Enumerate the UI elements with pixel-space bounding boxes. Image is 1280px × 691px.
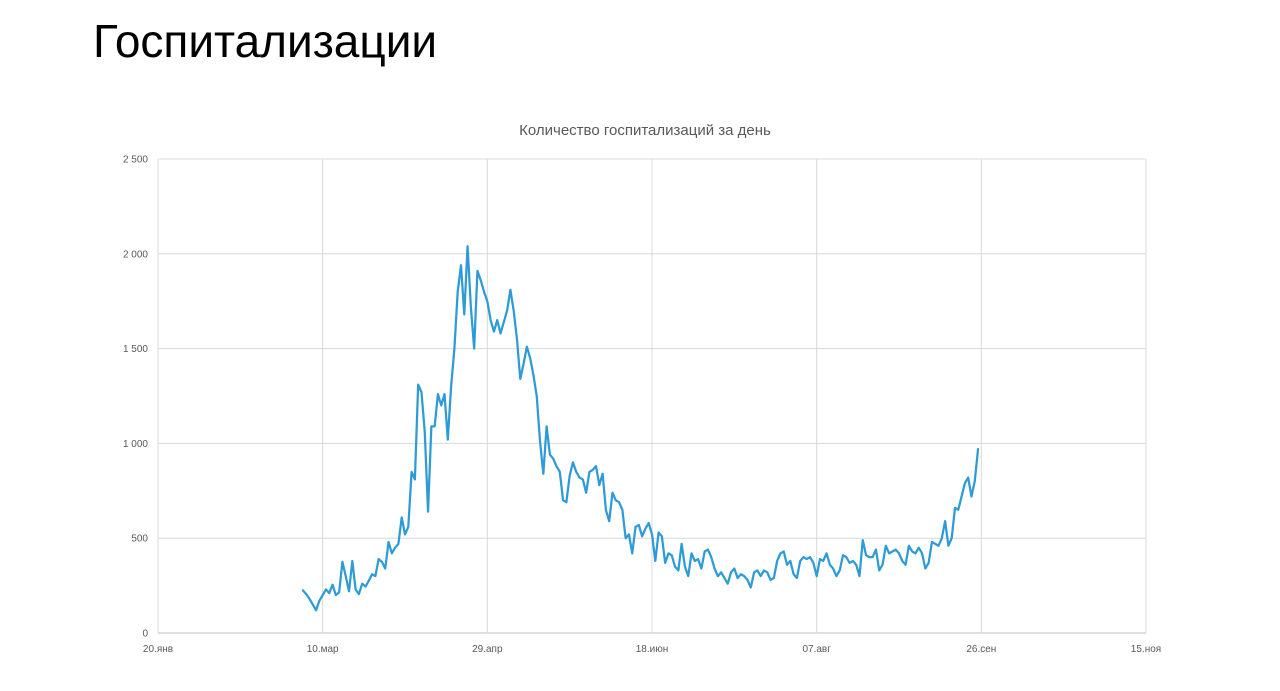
- y-tick-label: 1 000: [123, 439, 148, 450]
- grid-lines: [157, 158, 1147, 634]
- y-tick-label: 500: [131, 534, 148, 545]
- x-tick-label: 07.авг: [802, 644, 831, 655]
- axis-tick-labels: 0 500 1 000 1 500 2 000 2 500 20.янв 10.мар 29.а…: [123, 155, 1161, 656]
- y-tick-label: 2 500: [123, 155, 148, 166]
- y-tick-label: 2 000: [123, 249, 148, 260]
- x-tick-label: 20.янв: [143, 644, 173, 655]
- x-tick-label: 15.ноя: [1131, 644, 1161, 655]
- x-tick-label: 26.сен: [966, 644, 996, 655]
- series-line-hospitalizations: [301, 245, 980, 612]
- chart-title: Количество госпитализаций за день: [519, 122, 771, 139]
- slide-title: Госпитализации: [93, 15, 438, 67]
- x-tick-label: 10.мар: [307, 644, 339, 655]
- y-tick-label: 0: [142, 629, 148, 640]
- y-tick-label: 1 500: [123, 344, 148, 355]
- x-tick-label: 29.апр: [472, 644, 503, 655]
- series-layer: [301, 245, 980, 612]
- x-tick-label: 18.июн: [636, 644, 669, 655]
